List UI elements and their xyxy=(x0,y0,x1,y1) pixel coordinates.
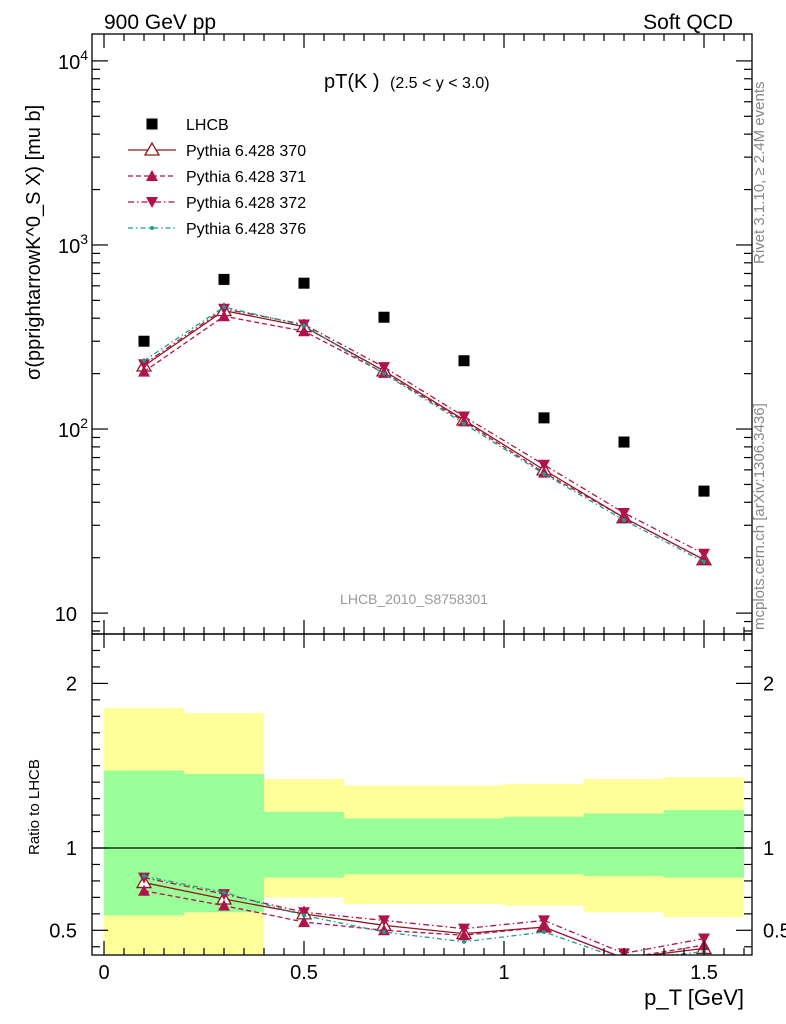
main-point-py372 xyxy=(618,507,630,519)
main-y-tick-label: 102 xyxy=(58,415,88,442)
ratio-point-py376 xyxy=(222,890,226,895)
ratio-point-py372 xyxy=(378,915,390,927)
main-point-py376 xyxy=(302,323,306,328)
main-series-line-py376 xyxy=(143,306,705,563)
main-point-py372 xyxy=(218,303,230,315)
main-point-py376 xyxy=(702,559,706,564)
ratio-point-py376 xyxy=(302,913,306,918)
legend: LHCB Pythia 6.428 370 Pythia 6.428 371 Pyth… xyxy=(128,117,306,238)
legend-marker-py370 xyxy=(143,141,161,156)
main-point-py376 xyxy=(622,518,626,523)
watermark: LHCB_2010_S8758301 xyxy=(340,591,488,607)
ratio-point-py371 xyxy=(458,929,470,941)
plot-title-range: (2.5 < y < 3.0) xyxy=(390,75,490,92)
ratio-point-py376 xyxy=(462,939,466,944)
main-point-py371 xyxy=(138,365,150,377)
legend-marker-py371 xyxy=(146,170,158,181)
main-point-py372 xyxy=(138,359,150,371)
ratio-point-py372 xyxy=(698,933,710,945)
ratio-y-tick-label-right: 2 xyxy=(763,673,774,695)
ratio-series-line-py376 xyxy=(143,875,705,955)
plot-title-main: pT(K ) xyxy=(324,71,380,93)
x-tick-label: 1 xyxy=(498,962,509,984)
legend-label-py372: Pythia 6.428 372 xyxy=(186,195,306,212)
ratio-point-py372 xyxy=(138,872,150,884)
main-y-tick-label: 104 xyxy=(58,47,88,74)
ratio-point-py376 xyxy=(382,929,386,934)
ratio-band-inner xyxy=(264,811,344,878)
ratio-band-inner xyxy=(664,810,744,878)
ratio-point-py371 xyxy=(138,884,150,896)
main-point-py372 xyxy=(698,548,710,560)
main-point-data xyxy=(378,311,390,323)
x-tick-label: 1.5 xyxy=(690,962,718,984)
side-label-bottom: mcplots.cern.ch [arXiv:1306.3436] xyxy=(751,403,768,630)
ratio-y-tick-label-right: 1 xyxy=(763,838,774,860)
main-point-py376 xyxy=(382,371,386,376)
ratio-y-tick-label: 0.5 xyxy=(49,920,77,942)
ratio-bands xyxy=(92,708,752,955)
ratio-point-py371 xyxy=(378,924,390,936)
ratio-band-inner xyxy=(504,816,584,875)
main-y-label: σ(pprightarrowK^0_S X) [mu b] xyxy=(23,105,45,380)
ratio-point-py372 xyxy=(538,915,550,927)
ratio-y-label: Ratio to LHCB xyxy=(26,759,43,855)
x-tick-label: 0 xyxy=(98,962,109,984)
legend-marker-py376 xyxy=(150,226,154,230)
main-point-py371 xyxy=(218,310,230,322)
main-point-data xyxy=(218,273,230,285)
ratio-point-py376 xyxy=(142,873,146,878)
x-axis-label: p_T [GeV] xyxy=(644,985,744,1010)
side-label-top: Rivet 3.1.10, ≥ 2.4M events xyxy=(751,82,768,265)
ratio-point-py376 xyxy=(542,929,546,934)
legend-marker-py372 xyxy=(146,197,158,208)
ratio-series-line-py371 xyxy=(143,890,705,955)
main-y-tick-label: 10 xyxy=(55,604,77,626)
main-series-line-py372 xyxy=(143,308,705,555)
legend-marker-data xyxy=(146,118,158,130)
ratio-plot xyxy=(135,872,713,955)
main-point-data xyxy=(618,436,630,448)
main-point-py376 xyxy=(222,305,226,310)
main-point-py376 xyxy=(542,471,546,476)
main-point-data xyxy=(458,355,470,367)
main-point-py376 xyxy=(142,358,146,363)
main-point-data xyxy=(298,277,310,289)
main-point-data xyxy=(538,412,550,424)
ratio-y-tick-label-right: 0.5 xyxy=(763,920,786,942)
main-y-tick-label: 103 xyxy=(58,231,88,258)
legend-label-py376: Pythia 6.428 376 xyxy=(186,221,306,238)
ratio-series-line-py372 xyxy=(143,876,705,955)
axes: 0 0.5 1 1.5 10 102 103 104 0.5 0.5 1 1 2 2 xyxy=(49,33,786,984)
ratio-point-py371 xyxy=(218,899,230,911)
main-point-py372 xyxy=(538,459,550,471)
ratio-point-py372 xyxy=(458,923,470,935)
ratio-point-py372 xyxy=(298,907,310,919)
main-point-py371 xyxy=(298,325,310,337)
legend-label-py370: Pythia 6.428 370 xyxy=(186,143,306,160)
x-tick-label: 0.5 xyxy=(290,962,318,984)
header-right: Soft QCD xyxy=(643,11,733,34)
main-point-data xyxy=(698,485,710,497)
ratio-point-py371 xyxy=(298,916,310,928)
ratio-band-inner xyxy=(424,818,504,875)
ratio-frame xyxy=(91,633,753,956)
main-point-py376 xyxy=(462,421,466,426)
ratio-band-inner xyxy=(344,818,424,875)
main-point-data xyxy=(138,335,150,347)
header-left: 900 GeV pp xyxy=(104,11,216,34)
main-point-py372 xyxy=(378,362,390,374)
legend-label-py371: Pythia 6.428 371 xyxy=(186,169,306,186)
main-series-line-py371 xyxy=(143,315,705,561)
legend-label-data: LHCB xyxy=(186,117,229,134)
ratio-y-tick-label: 1 xyxy=(66,838,77,860)
main-plot xyxy=(135,273,713,566)
main-point-py372 xyxy=(458,411,470,423)
ratio-y-tick-label: 2 xyxy=(66,673,77,695)
main-series-line-py370 xyxy=(143,309,705,561)
ratio-band-inner xyxy=(584,813,664,876)
ratio-point-py371 xyxy=(538,921,550,933)
